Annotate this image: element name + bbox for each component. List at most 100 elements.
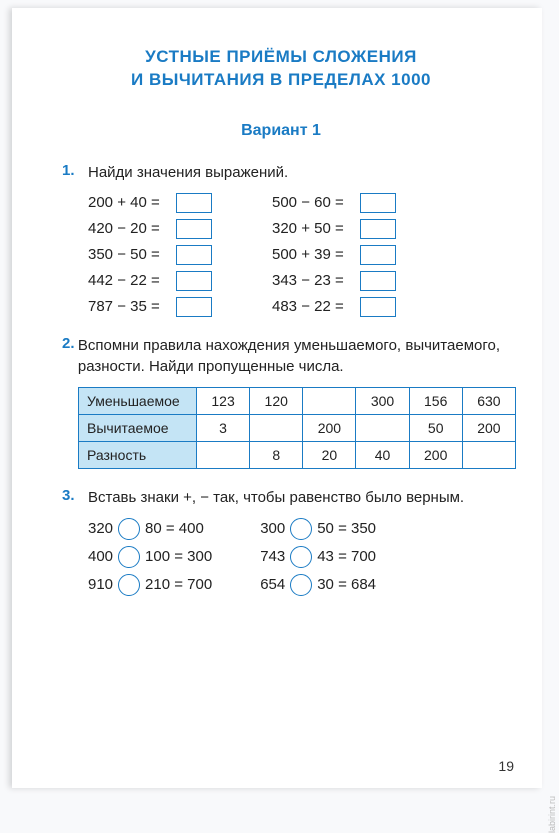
sign-circle[interactable] — [290, 574, 312, 596]
subtraction-table: Уменьшаемое123120 300156630Вычитаемое3 2… — [78, 387, 516, 469]
task-2-number: 2. — [62, 335, 78, 352]
table-cell[interactable]: 20 — [303, 441, 356, 468]
equation-row: 420 − 20 = — [88, 219, 212, 239]
variant-heading: Вариант 1 — [62, 122, 500, 140]
task-3-right-col: 300 50 = 350 743 43 = 700 654 30 = 684 — [260, 518, 376, 596]
equation-row: 200 + 40 = — [88, 193, 212, 213]
sign-equation-row: 300 50 = 350 — [260, 518, 376, 540]
sign-circle[interactable] — [118, 574, 140, 596]
equation-row: 483 − 22 = — [272, 297, 396, 317]
table-row-header: Вычитаемое — [79, 414, 197, 441]
sign-equation-row: 743 43 = 700 — [260, 546, 376, 568]
task-1-right-col: 500 − 60 = 320 + 50 = 500 + 39 = 343 − 23 =… — [272, 193, 396, 317]
equation-text: 787 − 35 = — [88, 298, 176, 315]
page-title: УСТНЫЕ ПРИЁМЫ СЛОЖЕНИЯ И ВЫЧИТАНИЯ В ПРЕ… — [62, 46, 500, 92]
answer-box[interactable] — [360, 245, 396, 265]
table-cell[interactable]: 156 — [409, 387, 462, 414]
watermark: labirint.ru — [547, 796, 557, 833]
table-row: Вычитаемое3 200 50200 — [79, 414, 516, 441]
title-line-1: УСТНЫЕ ПРИЁМЫ СЛОЖЕНИЯ — [62, 46, 500, 69]
equation-text: 320 + 50 = — [272, 220, 360, 237]
task-2-label: 2. Вспомни правила нахождения уменьшаемо… — [62, 335, 500, 377]
table-cell[interactable]: 40 — [356, 441, 409, 468]
operand-a: 743 — [260, 548, 285, 565]
answer-box[interactable] — [176, 193, 212, 213]
answer-box[interactable] — [176, 219, 212, 239]
task-2-text: Вспомни правила нахождения уменьшаемого,… — [78, 335, 500, 377]
table-cell[interactable] — [356, 414, 409, 441]
table-cell[interactable]: 200 — [303, 414, 356, 441]
equation-row: 787 − 35 = — [88, 297, 212, 317]
operand-b-result: 30 = 684 — [317, 576, 376, 593]
equation-text: 500 − 60 = — [272, 194, 360, 211]
task-1: 1. Найди значения выражений. 200 + 40 = 4… — [62, 162, 500, 317]
task-3-text: Вставь знаки +, − так, чтобы равенство б… — [88, 487, 464, 508]
equation-text: 343 − 23 = — [272, 272, 360, 289]
table-cell[interactable]: 123 — [197, 387, 250, 414]
table-cell[interactable] — [303, 387, 356, 414]
answer-box[interactable] — [176, 271, 212, 291]
sign-equation-row: 654 30 = 684 — [260, 574, 376, 596]
equation-row: 320 + 50 = — [272, 219, 396, 239]
table-cell[interactable] — [462, 441, 515, 468]
operand-a: 910 — [88, 576, 113, 593]
table-cell[interactable]: 200 — [409, 441, 462, 468]
title-line-2: И ВЫЧИТАНИЯ В ПРЕДЕЛАХ 1000 — [62, 69, 500, 92]
operand-b-result: 50 = 350 — [317, 520, 376, 537]
equation-row: 350 − 50 = — [88, 245, 212, 265]
answer-box[interactable] — [176, 245, 212, 265]
task-1-left-col: 200 + 40 = 420 − 20 = 350 − 50 = 442 − 22 =… — [88, 193, 212, 317]
operand-b-result: 100 = 300 — [145, 548, 212, 565]
table-cell[interactable] — [197, 441, 250, 468]
task-1-text: Найди значения выражений. — [88, 162, 288, 183]
task-3-label: 3. Вставь знаки +, − так, чтобы равенств… — [62, 487, 500, 508]
answer-box[interactable] — [176, 297, 212, 317]
table-cell[interactable]: 8 — [250, 441, 303, 468]
equation-text: 200 + 40 = — [88, 194, 176, 211]
operand-a: 654 — [260, 576, 285, 593]
sign-circle[interactable] — [118, 518, 140, 540]
answer-box[interactable] — [360, 219, 396, 239]
equation-text: 483 − 22 = — [272, 298, 360, 315]
equation-text: 350 − 50 = — [88, 246, 176, 263]
operand-a: 400 — [88, 548, 113, 565]
table-row: Уменьшаемое123120 300156630 — [79, 387, 516, 414]
table-row-header: Уменьшаемое — [79, 387, 197, 414]
operand-a: 320 — [88, 520, 113, 537]
task-3-left-col: 320 80 = 400 400 100 = 300 910 210 = 700 — [88, 518, 212, 596]
equation-row: 500 − 60 = — [272, 193, 396, 213]
answer-box[interactable] — [360, 271, 396, 291]
task-3: 3. Вставь знаки +, − так, чтобы равенств… — [62, 487, 500, 596]
equation-row: 442 − 22 = — [88, 271, 212, 291]
task-1-number: 1. — [62, 162, 88, 179]
equation-row: 500 + 39 = — [272, 245, 396, 265]
task-1-label: 1. Найди значения выражений. — [62, 162, 500, 183]
operand-b-result: 43 = 700 — [317, 548, 376, 565]
operand-a: 300 — [260, 520, 285, 537]
task-1-equations: 200 + 40 = 420 − 20 = 350 − 50 = 442 − 22 =… — [62, 193, 500, 317]
table-cell[interactable]: 300 — [356, 387, 409, 414]
task-3-number: 3. — [62, 487, 88, 504]
equation-text: 442 − 22 = — [88, 272, 176, 289]
table-row: Разность 82040200 — [79, 441, 516, 468]
page-number: 19 — [498, 758, 514, 774]
sign-circle[interactable] — [290, 518, 312, 540]
sign-circle[interactable] — [290, 546, 312, 568]
operand-b-result: 210 = 700 — [145, 576, 212, 593]
table-cell[interactable]: 50 — [409, 414, 462, 441]
sign-equation-row: 910 210 = 700 — [88, 574, 212, 596]
table-row-header: Разность — [79, 441, 197, 468]
equation-text: 420 − 20 = — [88, 220, 176, 237]
table-cell[interactable]: 120 — [250, 387, 303, 414]
answer-box[interactable] — [360, 193, 396, 213]
sign-circle[interactable] — [118, 546, 140, 568]
answer-box[interactable] — [360, 297, 396, 317]
equation-row: 343 − 23 = — [272, 271, 396, 291]
operand-b-result: 80 = 400 — [145, 520, 204, 537]
table-cell[interactable]: 630 — [462, 387, 515, 414]
worksheet-page: УСТНЫЕ ПРИЁМЫ СЛОЖЕНИЯ И ВЫЧИТАНИЯ В ПРЕ… — [12, 8, 542, 788]
table-cell[interactable]: 3 — [197, 414, 250, 441]
sign-equation-row: 320 80 = 400 — [88, 518, 212, 540]
table-cell[interactable] — [250, 414, 303, 441]
table-cell[interactable]: 200 — [462, 414, 515, 441]
